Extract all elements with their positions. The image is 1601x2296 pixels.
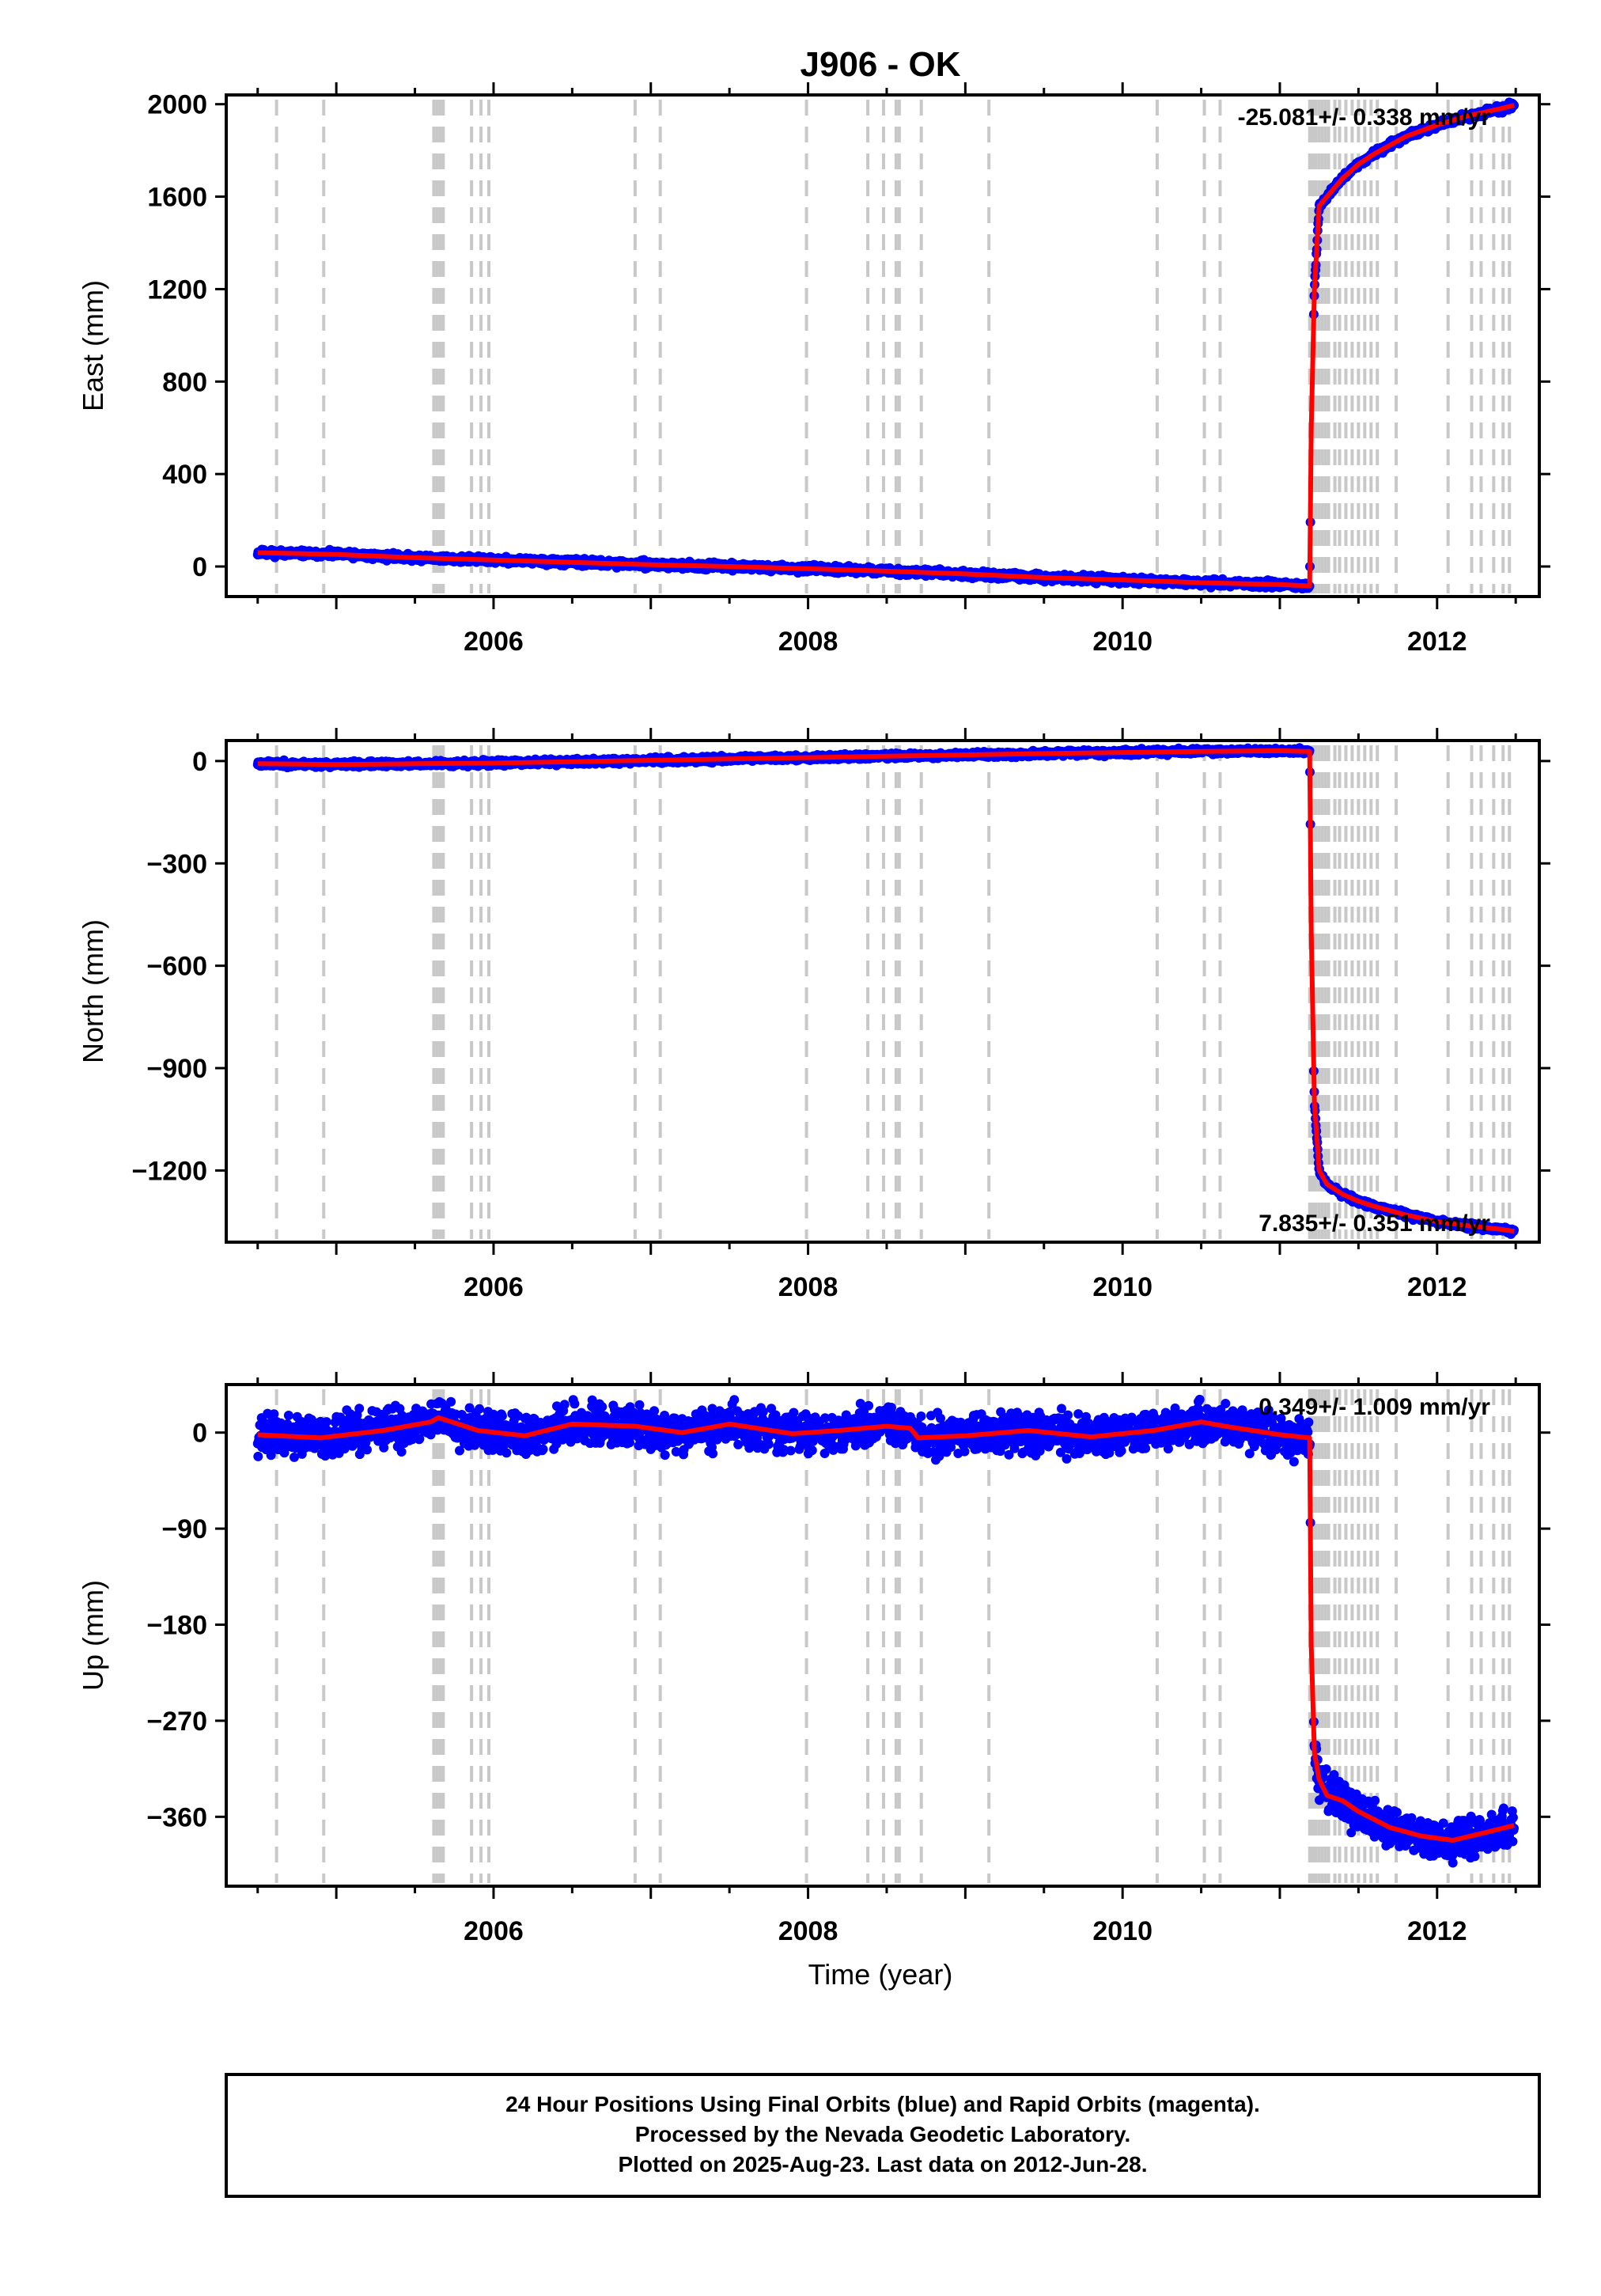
plot-area	[252, 97, 1519, 594]
x-tick-label: 2008	[778, 627, 838, 657]
y-tick-label: 2000	[147, 90, 207, 120]
x-tick-label: 2010	[1092, 627, 1152, 657]
y-axis-label: East (mm)	[77, 280, 109, 411]
panel-east: 0 400 800 1200 1600 2000 2006 2008 2010 2012 East …	[77, 82, 1550, 657]
y-tick-label: 400	[162, 460, 207, 490]
y-tick-label: 1200	[147, 275, 207, 305]
plot-frame	[225, 93, 1541, 598]
model-curve	[257, 103, 1515, 589]
chart-title: J906 - OK	[800, 45, 961, 84]
y-tick-label: 1600	[147, 183, 207, 213]
y-tick-label: 0	[192, 552, 207, 582]
plot-area	[252, 743, 1519, 1239]
y-tick-label: 800	[162, 367, 207, 397]
x-tick-label: 2006	[464, 627, 524, 657]
rate-label: -25.081+/- 0.338 mm/yr	[1238, 104, 1491, 131]
x-tick-label: 2012	[1407, 627, 1467, 657]
